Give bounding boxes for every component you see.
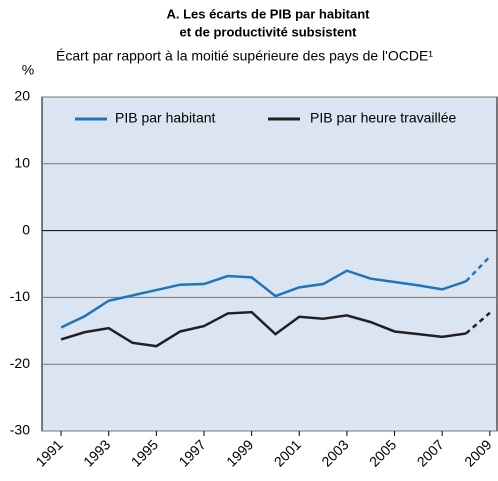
legend-label: PIB par heure travaillée xyxy=(310,110,457,126)
y-tick-label: -30 xyxy=(10,422,30,438)
chart-subtitle: Écart par rapport à la moitié supérieure… xyxy=(56,48,433,64)
x-tick-label: 1995 xyxy=(128,436,161,469)
x-tick-label: 2001 xyxy=(271,436,304,469)
series-line xyxy=(465,255,491,283)
series-line xyxy=(60,269,467,329)
y-tick-label: 0 xyxy=(22,221,30,237)
chart-title: et de productivité subsistent xyxy=(180,24,358,39)
y-tick-label: 20 xyxy=(14,88,30,104)
x-tick-label: 1997 xyxy=(175,436,208,469)
chart-title: A. Les écarts de PIB par habitant xyxy=(166,6,370,21)
x-tick-label: 2005 xyxy=(366,436,399,469)
x-tick-label: 1993 xyxy=(80,436,113,469)
x-tick-label: 2007 xyxy=(414,436,447,469)
x-tick-label: 1991 xyxy=(32,436,65,469)
y-unit: % xyxy=(22,62,34,78)
plot-area xyxy=(41,96,498,432)
x-tick-label: 2003 xyxy=(318,436,351,469)
y-tick-label: -20 xyxy=(10,355,30,371)
y-tick-label: 10 xyxy=(14,155,30,171)
x-tick-label: 2009 xyxy=(461,436,494,469)
series-line xyxy=(60,310,467,348)
x-tick-label: 1999 xyxy=(223,436,256,469)
y-tick-label: -10 xyxy=(10,288,30,304)
legend-label: PIB par habitant xyxy=(115,110,216,126)
